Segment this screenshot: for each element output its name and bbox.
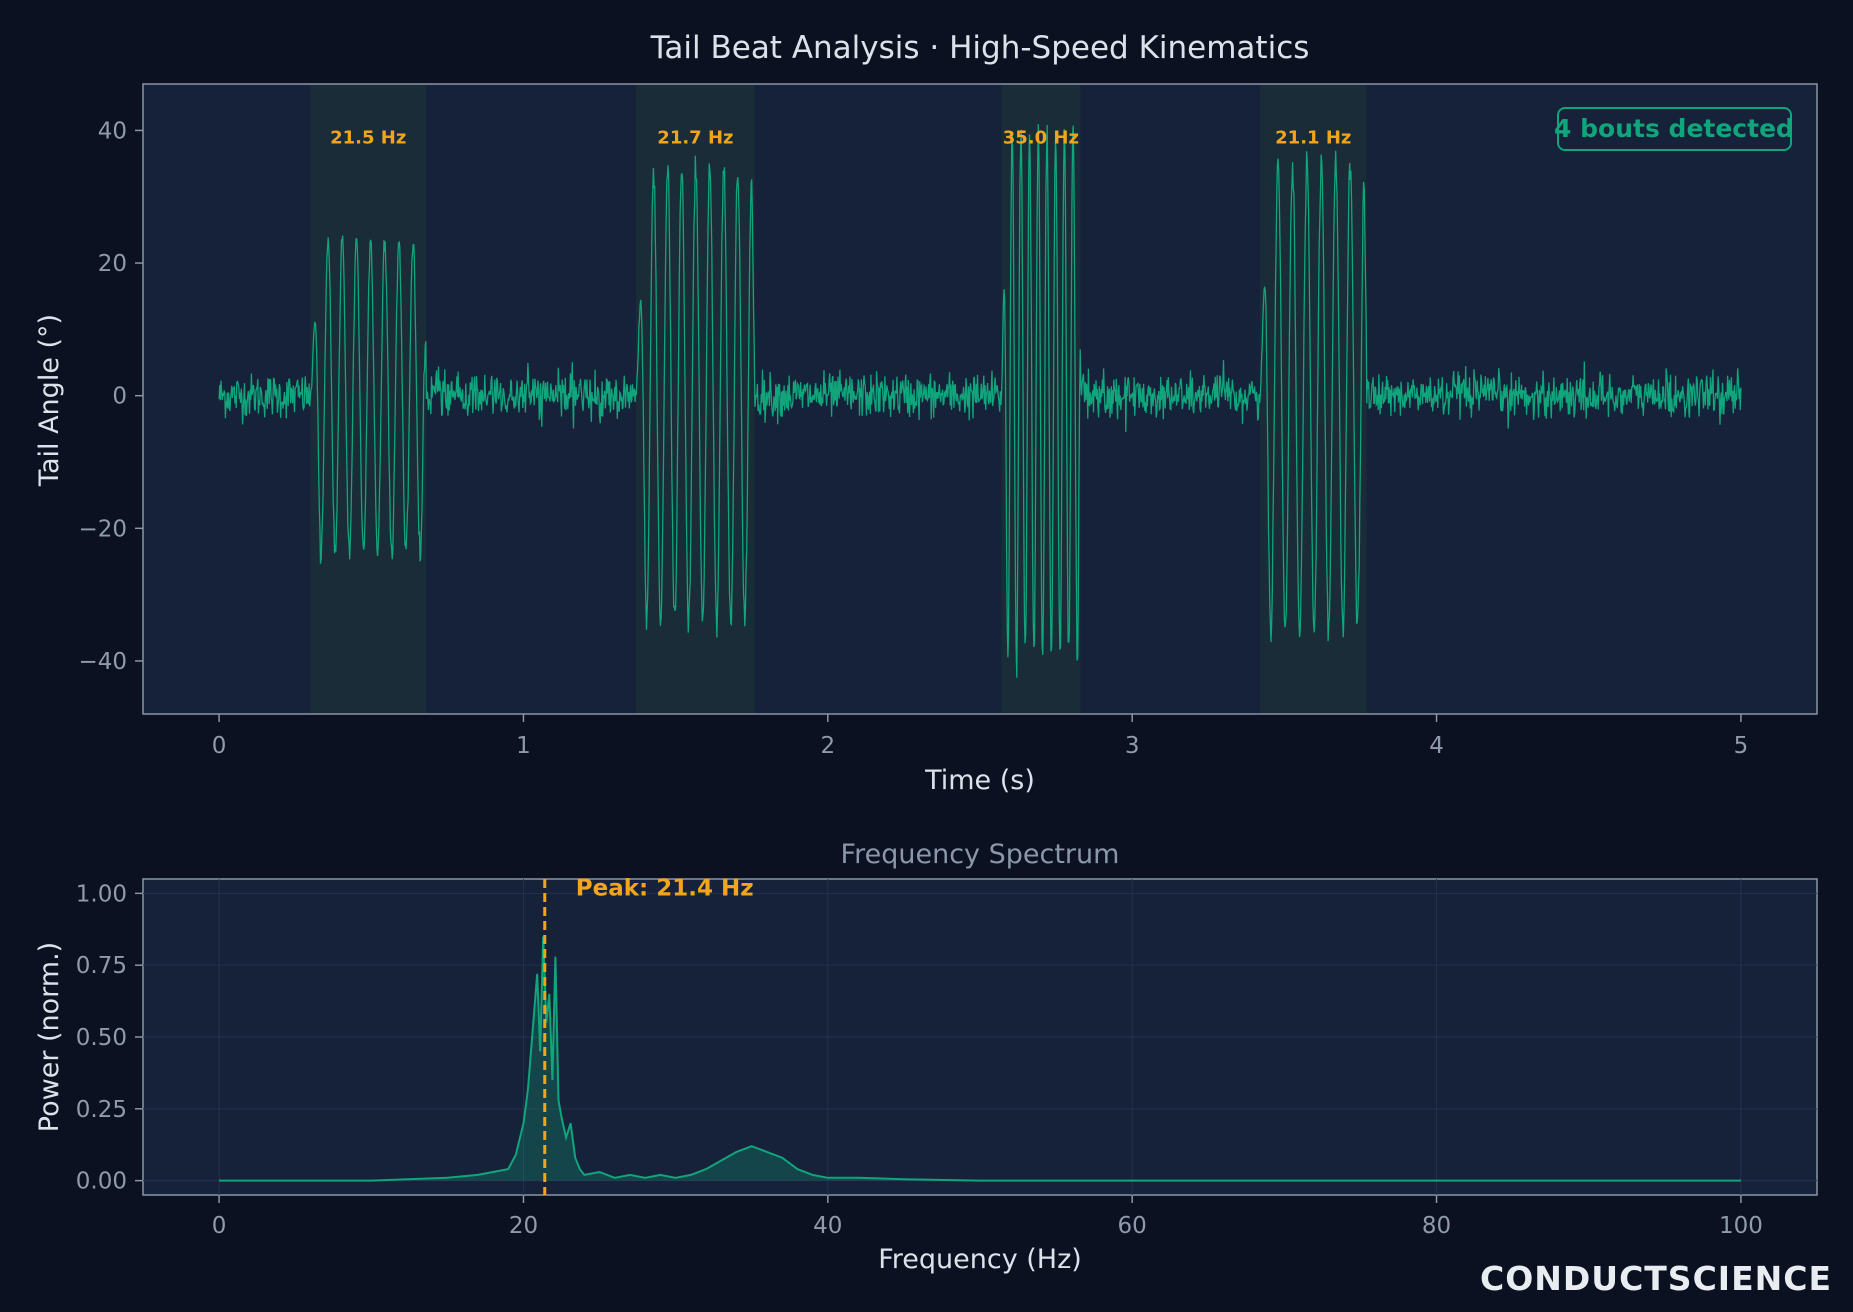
bout-frequency-label: 35.0 Hz <box>1003 128 1079 149</box>
peak-label: Peak: 21.4 Hz <box>576 875 754 901</box>
time-axis-ticks: 0 1 2 3 4 5 <box>212 714 1748 759</box>
y-tick-label: 0.25 <box>76 1097 127 1123</box>
x-tick-label: 20 <box>509 1213 538 1239</box>
angle-axis-ticks: −40 −20 0 20 40 <box>78 118 143 675</box>
y-tick-label: −20 <box>78 516 127 542</box>
x-tick-label: 40 <box>813 1213 842 1239</box>
x-tick-label: 0 <box>212 733 227 759</box>
y-tick-label: 0.75 <box>76 953 127 979</box>
figure-title: Tail Beat Analysis · High-Speed Kinemati… <box>650 30 1310 66</box>
x-tick-label: 2 <box>820 733 835 759</box>
power-axis-label: Power (norm.) <box>34 942 65 1132</box>
y-tick-label: 0.50 <box>76 1025 127 1051</box>
y-tick-label: −40 <box>78 649 127 675</box>
bouts-detected-badge: 4 bouts detected <box>1554 107 1794 151</box>
y-tick-label: 1.00 <box>76 881 127 907</box>
brand-logo: CONDUCTSCIENCE <box>1480 1259 1832 1298</box>
badge-box <box>1557 107 1792 151</box>
x-tick-label: 100 <box>1719 1213 1763 1239</box>
bout-frequency-label: 21.5 Hz <box>330 128 406 149</box>
angle-axis-label: Tail Angle (°) <box>34 314 65 487</box>
y-tick-label: 40 <box>98 118 127 144</box>
frequency-spectrum-chart: Frequency Spectrum Peak: 21.4 Hz 0 20 40 60… <box>34 839 1818 1275</box>
y-tick-label: 0 <box>112 384 127 410</box>
bout-frequency-label: 21.1 Hz <box>1275 128 1351 149</box>
x-tick-label: 4 <box>1429 733 1444 759</box>
time-axis-label: Time (s) <box>924 765 1035 796</box>
x-tick-label: 60 <box>1118 1213 1147 1239</box>
power-axis-ticks: 0.00 0.25 0.50 0.75 1.00 <box>76 881 143 1195</box>
tail-angle-trace <box>218 124 1742 678</box>
badge-text: 4 bouts detected <box>1554 114 1794 143</box>
frequency-axis-ticks: 0 20 40 60 80 100 <box>212 1195 1763 1239</box>
bout-frequency-label: 21.7 Hz <box>657 128 733 149</box>
x-tick-label: 1 <box>516 733 531 759</box>
spectrum-line <box>219 936 1741 1182</box>
spectrum-title: Frequency Spectrum <box>841 839 1120 870</box>
y-tick-label: 0.00 <box>76 1169 127 1195</box>
bout-region <box>310 85 427 713</box>
x-tick-label: 3 <box>1125 733 1140 759</box>
y-tick-label: 20 <box>98 251 127 277</box>
frequency-axis-label: Frequency (Hz) <box>878 1244 1082 1275</box>
bout-frequency-labels: 21.5 Hz 21.7 Hz 35.0 Hz 21.1 Hz <box>330 128 1351 149</box>
x-tick-label: 80 <box>1422 1213 1451 1239</box>
x-tick-label: 5 <box>1734 733 1749 759</box>
x-tick-label: 0 <box>212 1213 227 1239</box>
